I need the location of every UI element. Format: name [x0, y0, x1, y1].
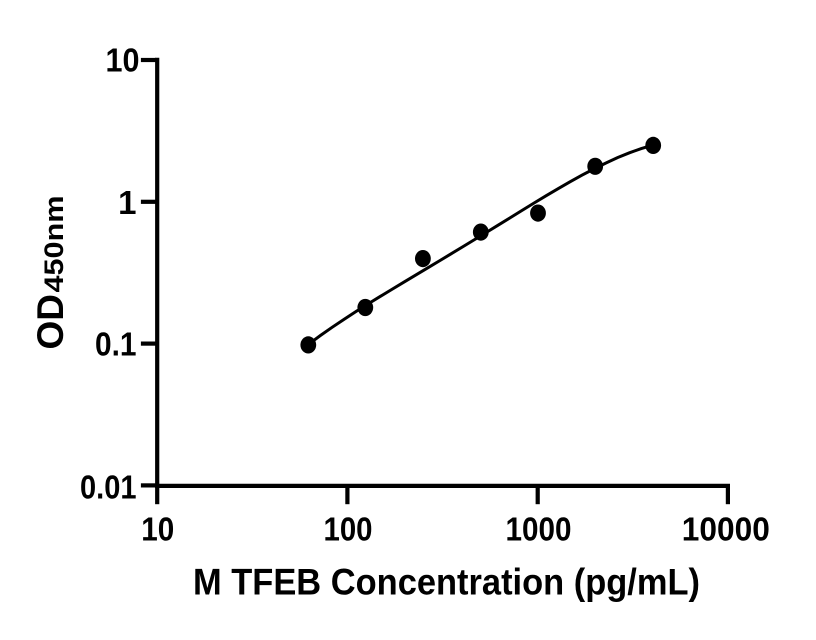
- svg-text:10: 10: [106, 42, 140, 79]
- svg-text:10000: 10000: [682, 511, 770, 548]
- svg-text:M TFEB Concentration (pg/mL): M TFEB Concentration (pg/mL): [193, 561, 700, 602]
- svg-text:450nm: 450nm: [39, 196, 69, 293]
- svg-text:0.01: 0.01: [80, 469, 137, 506]
- svg-text:OD: OD: [30, 294, 71, 350]
- svg-text:0.1: 0.1: [95, 326, 137, 363]
- svg-text:1: 1: [118, 184, 136, 221]
- svg-text:100: 100: [324, 511, 373, 548]
- svg-text:10: 10: [141, 511, 174, 548]
- svg-text:1000: 1000: [506, 511, 572, 548]
